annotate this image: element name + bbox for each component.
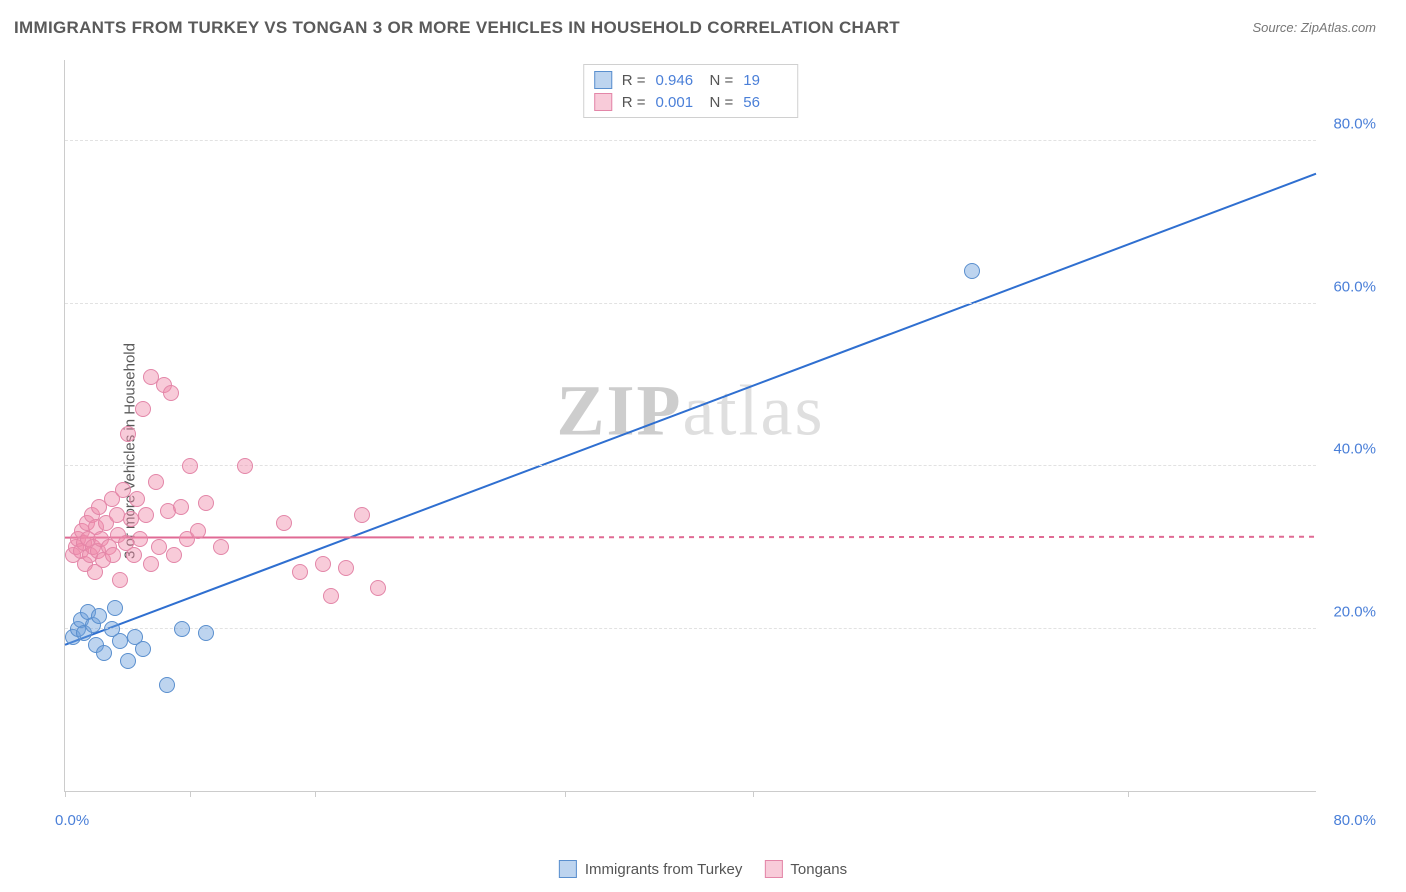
- scatter-point: [354, 507, 370, 523]
- r-label: R =: [622, 94, 646, 111]
- scatter-point: [138, 507, 154, 523]
- chart-title: IMMIGRANTS FROM TURKEY VS TONGAN 3 OR MO…: [14, 18, 900, 38]
- chart-container: 3 or more Vehicles in Household ZIPatlas…: [14, 50, 1386, 852]
- scatter-point: [237, 458, 253, 474]
- swatch-pink-icon: [594, 93, 612, 111]
- scatter-point: [151, 539, 167, 555]
- scatter-point: [123, 511, 139, 527]
- scatter-point: [159, 677, 175, 693]
- legend-item-turkey: Immigrants from Turkey: [559, 860, 743, 878]
- scatter-point: [213, 539, 229, 555]
- legend-label-turkey: Immigrants from Turkey: [585, 861, 743, 878]
- scatter-point: [163, 385, 179, 401]
- scatter-point: [91, 608, 107, 624]
- scatter-point: [135, 641, 151, 657]
- scatter-point: [112, 633, 128, 649]
- scatter-point: [126, 547, 142, 563]
- trend-lines-svg: [65, 60, 1316, 791]
- y-tick-label: 80.0%: [1333, 116, 1376, 133]
- gridline: [65, 140, 1316, 141]
- scatter-point: [143, 369, 159, 385]
- watermark-bold: ZIP: [557, 370, 683, 450]
- x-tick: [190, 791, 191, 797]
- scatter-point: [174, 621, 190, 637]
- gridline: [65, 303, 1316, 304]
- swatch-pink-icon: [764, 860, 782, 878]
- x-tick: [315, 791, 316, 797]
- scatter-point: [198, 495, 214, 511]
- scatter-point: [143, 556, 159, 572]
- n-label: N =: [710, 72, 734, 89]
- scatter-point: [96, 645, 112, 661]
- scatter-point: [173, 499, 189, 515]
- scatter-point: [370, 580, 386, 596]
- x-axis-max-label: 80.0%: [1333, 812, 1376, 829]
- scatter-point: [129, 491, 145, 507]
- scatter-point: [112, 572, 128, 588]
- swatch-blue-icon: [594, 71, 612, 89]
- x-tick: [1128, 791, 1129, 797]
- scatter-point: [182, 458, 198, 474]
- scatter-point: [190, 523, 206, 539]
- x-tick: [753, 791, 754, 797]
- scatter-point: [276, 515, 292, 531]
- scatter-point: [107, 600, 123, 616]
- r-value-tongans: 0.001: [656, 94, 700, 111]
- swatch-blue-icon: [559, 860, 577, 878]
- scatter-point: [964, 263, 980, 279]
- y-tick-label: 60.0%: [1333, 278, 1376, 295]
- scatter-point: [323, 588, 339, 604]
- n-value-turkey: 19: [743, 72, 787, 89]
- gridline: [65, 628, 1316, 629]
- scatter-point: [132, 531, 148, 547]
- legend-item-tongans: Tongans: [764, 860, 847, 878]
- n-value-tongans: 56: [743, 94, 787, 111]
- r-value-turkey: 0.946: [656, 72, 700, 89]
- watermark: ZIPatlas: [557, 369, 825, 452]
- scatter-point: [198, 625, 214, 641]
- source-attribution: Source: ZipAtlas.com: [1252, 20, 1376, 35]
- plot-area: ZIPatlas R = 0.946 N = 19 R = 0.001 N = …: [64, 60, 1316, 792]
- r-label: R =: [622, 72, 646, 89]
- scatter-point: [166, 547, 182, 563]
- scatter-point: [338, 560, 354, 576]
- y-tick-label: 40.0%: [1333, 441, 1376, 458]
- x-tick: [65, 791, 66, 797]
- n-label: N =: [710, 94, 734, 111]
- trend-line-dashed: [409, 537, 1316, 538]
- scatter-point: [148, 474, 164, 490]
- scatter-point: [105, 547, 121, 563]
- x-axis-min-label: 0.0%: [55, 812, 89, 829]
- legend-row-tongans: R = 0.001 N = 56: [594, 91, 788, 113]
- scatter-point: [120, 426, 136, 442]
- y-tick-label: 20.0%: [1333, 603, 1376, 620]
- scatter-point: [315, 556, 331, 572]
- watermark-light: atlas: [683, 370, 825, 450]
- scatter-point: [135, 401, 151, 417]
- x-tick: [565, 791, 566, 797]
- series-legend: Immigrants from Turkey Tongans: [559, 860, 847, 878]
- legend-label-tongans: Tongans: [790, 861, 847, 878]
- legend-row-turkey: R = 0.946 N = 19: [594, 69, 788, 91]
- scatter-point: [120, 653, 136, 669]
- scatter-point: [292, 564, 308, 580]
- trend-line-solid: [65, 174, 1316, 645]
- correlation-legend: R = 0.946 N = 19 R = 0.001 N = 56: [583, 64, 799, 118]
